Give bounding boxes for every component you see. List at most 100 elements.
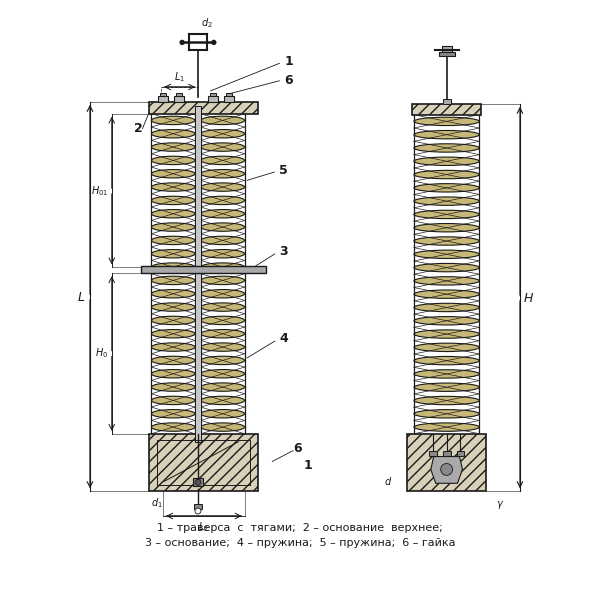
Text: 6: 6 [284,74,293,86]
Ellipse shape [151,196,195,205]
Ellipse shape [201,183,245,191]
Text: 4: 4 [279,332,288,345]
Bar [407,434,486,491]
Bar [442,46,452,52]
Ellipse shape [414,250,479,259]
Bar [149,434,259,491]
Ellipse shape [201,290,245,298]
Text: $L_1$: $L_1$ [173,70,185,84]
Ellipse shape [151,116,195,125]
Text: $d$: $d$ [384,475,392,487]
Bar [210,93,216,96]
Ellipse shape [201,316,245,325]
Ellipse shape [151,130,195,138]
Ellipse shape [414,383,479,391]
Ellipse shape [201,130,245,138]
Text: $d_2$: $d_2$ [201,16,212,29]
Ellipse shape [151,329,195,338]
Ellipse shape [201,263,245,271]
Ellipse shape [414,290,479,298]
Ellipse shape [151,423,195,431]
Ellipse shape [414,263,479,272]
Ellipse shape [151,290,195,298]
Ellipse shape [201,410,245,418]
Bar [158,96,168,102]
Circle shape [180,40,184,44]
Ellipse shape [201,156,245,164]
Bar [443,99,451,104]
Circle shape [440,463,452,475]
Ellipse shape [201,303,245,311]
Ellipse shape [201,143,245,151]
Ellipse shape [151,343,195,351]
Ellipse shape [201,223,245,231]
Bar [457,451,464,455]
Text: H: H [524,292,533,305]
Bar [443,451,451,455]
Ellipse shape [151,170,195,178]
Text: 2: 2 [134,122,143,135]
Ellipse shape [201,250,245,258]
Ellipse shape [201,423,245,431]
Text: $H_0$: $H_0$ [95,347,108,361]
Ellipse shape [151,263,195,271]
Text: $\gamma$: $\gamma$ [496,499,505,511]
Ellipse shape [414,410,479,418]
Text: 5: 5 [279,164,288,177]
Ellipse shape [151,370,195,378]
Text: 1: 1 [304,459,313,472]
Ellipse shape [414,144,479,152]
Bar [412,104,481,115]
Ellipse shape [151,356,195,365]
Bar [439,52,455,56]
Ellipse shape [414,277,479,285]
Text: $d_1$: $d_1$ [151,496,163,510]
Ellipse shape [201,116,245,125]
Text: $L_2$: $L_2$ [199,520,209,534]
Bar [176,93,182,96]
Text: $H_{01}$: $H_{01}$ [91,184,108,198]
Ellipse shape [201,396,245,404]
Ellipse shape [151,276,195,284]
Ellipse shape [414,343,479,352]
Ellipse shape [414,237,479,245]
Ellipse shape [414,370,479,378]
Ellipse shape [201,356,245,365]
Ellipse shape [201,276,245,284]
Text: 6: 6 [294,442,302,455]
Circle shape [195,479,201,485]
Ellipse shape [414,303,479,311]
Polygon shape [431,457,463,483]
Ellipse shape [414,197,479,205]
Bar [226,93,232,96]
Bar [157,440,250,485]
Text: 1: 1 [284,55,293,68]
Ellipse shape [414,157,479,166]
Ellipse shape [201,196,245,205]
Ellipse shape [201,383,245,391]
Bar [142,266,266,273]
Ellipse shape [201,370,245,378]
Ellipse shape [151,383,195,391]
Ellipse shape [414,423,479,431]
Ellipse shape [151,223,195,231]
Ellipse shape [414,117,479,125]
Ellipse shape [201,209,245,218]
Text: L: L [78,290,85,304]
Text: 3: 3 [279,245,288,258]
Circle shape [212,40,216,44]
Ellipse shape [151,303,195,311]
Ellipse shape [151,183,195,191]
Ellipse shape [201,343,245,351]
Ellipse shape [414,397,479,405]
Bar [194,504,202,509]
Ellipse shape [201,329,245,338]
Bar [160,93,166,96]
Ellipse shape [414,356,479,365]
Ellipse shape [151,316,195,325]
Ellipse shape [151,250,195,258]
Ellipse shape [151,236,195,245]
Ellipse shape [414,170,479,179]
Bar [208,96,218,102]
Bar [149,102,259,114]
